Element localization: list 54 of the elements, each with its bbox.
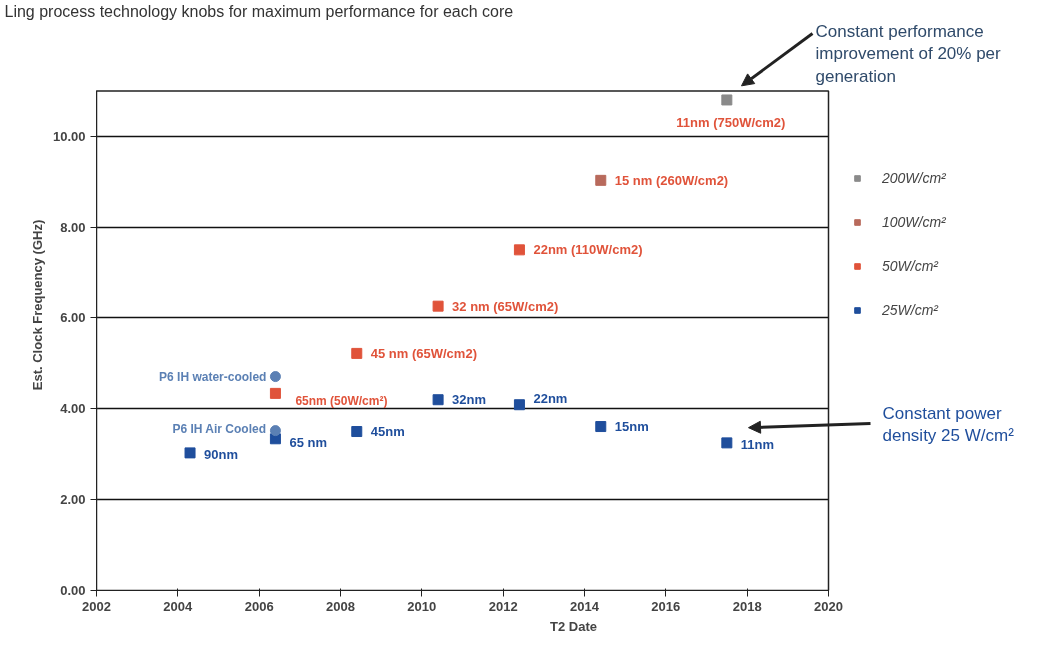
annotation: 22nm (110W/cm2): [533, 242, 643, 258]
point: [513, 244, 525, 256]
y-tick-label: 6.00: [60, 310, 86, 326]
text: Constant power density 25 W/cm²: [882, 403, 1015, 446]
x-tick-label: 2012: [488, 598, 518, 614]
legend-label: 100W/cm²: [882, 214, 946, 230]
annotation: 11nm (750W/cm2): [676, 114, 786, 130]
point: [269, 371, 281, 383]
annotation: 45 nm (65W/cm2): [370, 345, 477, 361]
legend-label: 25W/cm²: [882, 302, 938, 318]
x-tick-label: 2020: [814, 598, 843, 614]
legend-label: 200W/cm²: [882, 170, 946, 186]
legend-label: 50W/cm²: [882, 258, 938, 274]
point: [513, 399, 525, 411]
annotation: 65 nm: [289, 435, 328, 451]
point: [721, 437, 733, 449]
y-tick-label: 8.00: [60, 219, 86, 235]
point: [721, 94, 733, 106]
point: [351, 347, 363, 359]
point: [432, 394, 444, 406]
annotation: P6 IH Air Cooled: [172, 421, 266, 436]
annotation: 65nm (50W/cm²): [295, 394, 388, 409]
x-tick-label: 2016: [651, 598, 681, 614]
x-tick-label: 2018: [732, 598, 762, 614]
y-tick-label: 0.00: [60, 583, 86, 598]
annotation: 15nm: [614, 419, 649, 435]
x-tick-label: 2014: [570, 598, 600, 614]
x-tick-label: 2008: [326, 598, 355, 614]
point: [432, 300, 444, 312]
annotation: 32 nm (65W/cm2): [452, 298, 559, 314]
x-tick-label: 2006: [244, 598, 274, 614]
annotation: P6 IH water-cooled: [159, 369, 267, 384]
point: [595, 174, 607, 186]
annotation: 22nm: [533, 391, 568, 407]
annotation: 32nm: [452, 392, 487, 408]
annotation: 90nm: [204, 447, 238, 463]
point: [595, 421, 607, 433]
point: [184, 447, 196, 459]
x-axis-title: T2 Date: [550, 618, 597, 634]
annotation: 15 nm (260W/cm2): [614, 172, 729, 188]
x-tick-label: 2002: [82, 598, 111, 614]
text: Ling process technology knobs for maximum performance for each core: [4, 2, 514, 20]
y-axis-title: Est. Clock Frequency (GHz): [29, 219, 45, 391]
point: [269, 425, 281, 437]
y-tick-label: 4.00: [60, 401, 86, 417]
text: Constant performance improvement of 20% per generation: [815, 21, 1002, 87]
annotation: 45nm: [370, 424, 405, 440]
point: [351, 426, 363, 438]
x-tick-label: 2010: [407, 598, 437, 614]
point: [269, 387, 281, 399]
y-tick-label: 10.00: [52, 128, 86, 144]
y-tick-label: 2.00: [60, 492, 86, 508]
x-tick-label: 2004: [163, 598, 194, 614]
annotation: 11nm: [740, 437, 775, 453]
